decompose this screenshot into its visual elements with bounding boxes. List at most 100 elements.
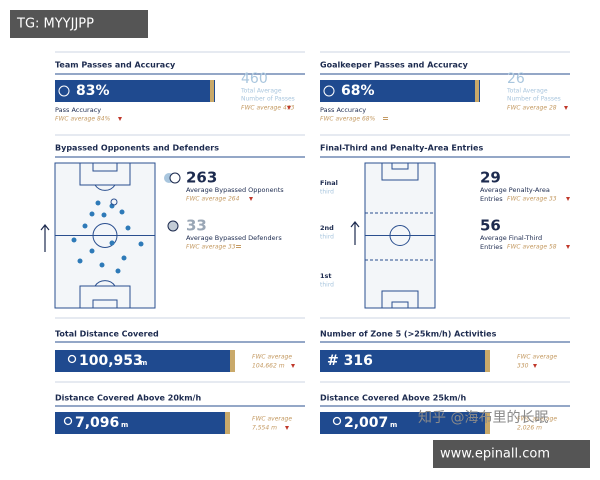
label: Average Bypassed Opponents — [186, 186, 284, 194]
label: Average Final-Third — [480, 234, 542, 242]
zone-label: Final — [320, 179, 338, 187]
down-arrow — [287, 106, 291, 110]
total-average: FWC average 473 — [241, 105, 295, 112]
zone-label: third — [320, 189, 334, 196]
down-arrow — [566, 197, 570, 201]
section-title: Team Passes and Accuracy — [55, 61, 176, 70]
pin-icon — [332, 416, 342, 426]
ball-icon — [58, 85, 70, 97]
equal-sign — [383, 119, 388, 120]
section-title: Bypassed Opponents and Defenders — [55, 144, 219, 153]
average: 104,662 m — [252, 363, 285, 370]
value: 263 — [186, 169, 217, 187]
bar-marker — [230, 350, 235, 372]
unit: m — [121, 421, 128, 429]
total-label: Total Average — [506, 88, 548, 95]
total: 26 — [507, 71, 525, 87]
label: Pass Accuracy — [55, 106, 101, 114]
average: FWC average — [517, 354, 557, 361]
bar — [320, 350, 485, 372]
pin-icon — [67, 354, 77, 364]
down-arrow — [291, 364, 295, 368]
equal-sign — [236, 245, 241, 246]
value: 100,953 — [79, 353, 143, 369]
bar — [320, 80, 480, 102]
average: FWC average — [252, 354, 292, 361]
average: FWC average 68% — [320, 116, 376, 123]
zone-label: third — [320, 282, 334, 289]
average: FWC average 33 — [507, 196, 557, 203]
watermark-top: TG: MYYJJPP — [16, 17, 94, 32]
label: Average Penalty-Area — [480, 186, 550, 194]
equal-sign — [383, 117, 388, 118]
section-title: Distance Covered Above 20km/h — [55, 394, 201, 403]
value: 7,096 — [75, 415, 119, 431]
bar-marker — [485, 350, 490, 372]
player-dots — [71, 198, 144, 274]
bar — [55, 350, 230, 372]
down-arrow — [566, 245, 570, 249]
average: FWC average — [252, 416, 292, 423]
label: Entries — [480, 243, 503, 251]
label: Pass Accuracy — [320, 106, 366, 114]
pitch — [364, 162, 436, 309]
total: 460 — [241, 71, 268, 87]
value: 29 — [480, 169, 501, 187]
bar — [55, 412, 225, 434]
equal-sign — [236, 247, 241, 248]
down-arrow — [285, 426, 289, 430]
down-arrow — [249, 197, 253, 201]
ball-icon — [323, 85, 335, 97]
total-label: Number of Passes — [507, 96, 561, 103]
icon — [167, 220, 179, 232]
total-label: Number of Passes — [241, 96, 295, 103]
icon — [169, 172, 181, 184]
unit: m — [390, 421, 397, 429]
zone-label: 1st — [320, 272, 332, 280]
section-title: Final-Third and Penalty-Area Entries — [320, 144, 483, 153]
pin-icon — [63, 416, 73, 426]
average: FWC average 33 — [186, 244, 236, 251]
average: 7,554 m — [252, 425, 277, 432]
bar — [320, 412, 485, 434]
down-arrow — [118, 117, 122, 121]
bar-marker — [210, 80, 214, 102]
average: FWC average 264 — [186, 196, 240, 203]
bar-marker — [475, 80, 479, 102]
down-arrow — [564, 106, 568, 110]
average: FWC average 84% — [55, 116, 111, 123]
average: 2,026 m — [517, 425, 542, 432]
direction-arrow — [40, 224, 50, 252]
watermark-box — [433, 440, 590, 468]
section-title: Goalkeeper Passes and Accuracy — [320, 61, 469, 70]
section-title: Distance Covered Above 25km/h — [320, 394, 466, 403]
average: 330 — [517, 363, 529, 370]
zone-label: 2nd — [320, 224, 334, 232]
down-arrow — [533, 364, 537, 368]
bar-marker — [485, 412, 490, 434]
pitch — [54, 162, 156, 309]
value: 83% — [76, 83, 110, 99]
label: Average Bypassed Defenders — [186, 234, 282, 242]
section-title: Total Distance Covered — [55, 330, 159, 339]
section-title: Number of Zone 5 (>25km/h) Activities — [320, 330, 497, 339]
total-average: FWC average 28 — [507, 105, 557, 112]
value: 2,007 — [344, 415, 388, 431]
watermark-middle: 知乎 @海布里的长眠 — [418, 409, 548, 426]
total-label: Total Average — [240, 88, 282, 95]
direction-arrow — [350, 221, 360, 245]
zone-label: third — [320, 234, 334, 241]
unit: m — [140, 359, 147, 367]
watermark-box — [10, 10, 148, 38]
average: FWC average — [517, 416, 557, 423]
value: 33 — [186, 217, 207, 235]
bar-marker — [225, 412, 230, 434]
value: # 316 — [327, 353, 373, 369]
value: 56 — [480, 217, 501, 235]
label: Entries — [480, 195, 503, 203]
value: 68% — [341, 83, 375, 99]
average: FWC average 58 — [507, 244, 557, 251]
watermark-bottom: www.epinall.com — [440, 447, 550, 462]
bar — [55, 80, 215, 102]
